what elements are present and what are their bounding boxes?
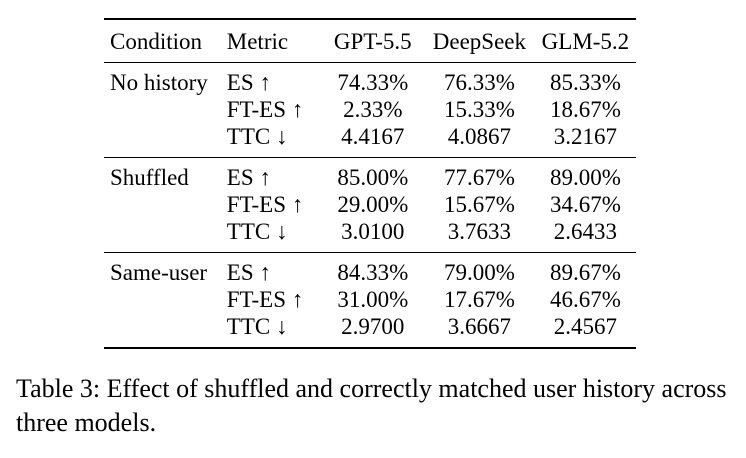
condition-label: No history bbox=[110, 70, 208, 95]
value-cell: 15.33% bbox=[443, 97, 515, 122]
table-row: FT-ES ↑ 2.33% 15.33% 18.67% bbox=[104, 96, 636, 123]
value-cell: 2.6433 bbox=[553, 219, 618, 244]
table-row: TTC ↓ 3.0100 3.7633 2.6433 bbox=[104, 218, 636, 253]
metric-label: FT-ES ↑ bbox=[226, 97, 304, 122]
table-row: TTC ↓ 2.9700 3.6667 2.4567 bbox=[104, 313, 636, 348]
results-table: Condition Metric GPT-5.5 DeepSeek GLM-5.… bbox=[104, 18, 636, 349]
table-row: FT-ES ↑ 31.00% 17.67% 46.67% bbox=[104, 286, 636, 313]
header-condition: Condition bbox=[110, 29, 203, 54]
value-cell: 18.67% bbox=[549, 97, 621, 122]
value-cell: 15.67% bbox=[443, 192, 515, 217]
value-cell: 4.0867 bbox=[447, 124, 512, 149]
group-shuffled: Shuffled ES ↑ 85.00% 77.67% 89.00% FT-ES… bbox=[104, 158, 636, 253]
value-cell: 4.4167 bbox=[341, 124, 405, 149]
condition-label: Same-user bbox=[110, 260, 208, 285]
table-row: FT-ES ↑ 29.00% 15.67% 34.67% bbox=[104, 191, 636, 218]
value-cell: 79.00% bbox=[443, 260, 515, 285]
results-table-container: Condition Metric GPT-5.5 DeepSeek GLM-5.… bbox=[104, 18, 636, 349]
value-cell: 76.33% bbox=[443, 70, 515, 95]
value-cell: 2.4567 bbox=[553, 314, 618, 339]
value-cell: 85.33% bbox=[549, 70, 621, 95]
value-cell: 2.9700 bbox=[341, 314, 405, 339]
header-glm: GLM-5.2 bbox=[541, 29, 630, 54]
table-row: No history ES ↑ 74.33% 76.33% 85.33% bbox=[104, 63, 636, 97]
value-cell: 17.67% bbox=[443, 287, 515, 312]
value-cell: 3.0100 bbox=[341, 219, 405, 244]
metric-label: ES ↑ bbox=[226, 70, 271, 95]
value-cell: 89.67% bbox=[549, 260, 621, 285]
table-row: TTC ↓ 4.4167 4.0867 3.2167 bbox=[104, 123, 636, 158]
condition-empty bbox=[104, 123, 227, 158]
value-cell: 2.33% bbox=[343, 97, 403, 122]
value-cell: 3.6667 bbox=[447, 314, 512, 339]
metric-label: TTC ↓ bbox=[226, 124, 288, 149]
group-no-history: No history ES ↑ 74.33% 76.33% 85.33% FT-… bbox=[104, 63, 636, 158]
header-gpt: GPT-5.5 bbox=[333, 29, 412, 54]
metric-label: ES ↑ bbox=[226, 165, 271, 190]
value-cell: 29.00% bbox=[337, 192, 409, 217]
condition-empty bbox=[104, 286, 227, 313]
condition-empty bbox=[104, 96, 227, 123]
table-row: Shuffled ES ↑ 85.00% 77.67% 89.00% bbox=[104, 158, 636, 192]
group-same-user: Same-user ES ↑ 84.33% 79.00% 89.67% FT-E… bbox=[104, 253, 636, 348]
table-caption: Table 3: Effect of shuffled and correctl… bbox=[16, 374, 727, 437]
table-header-row: Condition Metric GPT-5.5 DeepSeek GLM-5.… bbox=[104, 19, 636, 63]
value-cell: 85.00% bbox=[337, 165, 409, 190]
metric-label: TTC ↓ bbox=[226, 314, 288, 339]
value-cell: 46.67% bbox=[549, 287, 621, 312]
condition-empty bbox=[104, 191, 227, 218]
condition-label: Shuffled bbox=[110, 165, 189, 190]
value-cell: 77.67% bbox=[443, 165, 515, 190]
metric-label: ES ↑ bbox=[226, 260, 271, 285]
value-cell: 74.33% bbox=[337, 70, 409, 95]
value-cell: 34.67% bbox=[549, 192, 621, 217]
header-deepseek: DeepSeek bbox=[432, 29, 527, 54]
metric-label: FT-ES ↑ bbox=[226, 192, 304, 217]
value-cell: 3.2167 bbox=[553, 124, 618, 149]
value-cell: 31.00% bbox=[337, 287, 409, 312]
metric-label: TTC ↓ bbox=[226, 219, 288, 244]
condition-empty bbox=[104, 218, 227, 253]
value-cell: 89.00% bbox=[549, 165, 621, 190]
value-cell: 3.7633 bbox=[447, 219, 512, 244]
table-row: Same-user ES ↑ 84.33% 79.00% 89.67% bbox=[104, 253, 636, 287]
metric-label: FT-ES ↑ bbox=[226, 287, 304, 312]
value-cell: 84.33% bbox=[337, 260, 409, 285]
header-metric: Metric bbox=[226, 29, 289, 54]
condition-empty bbox=[104, 313, 227, 348]
